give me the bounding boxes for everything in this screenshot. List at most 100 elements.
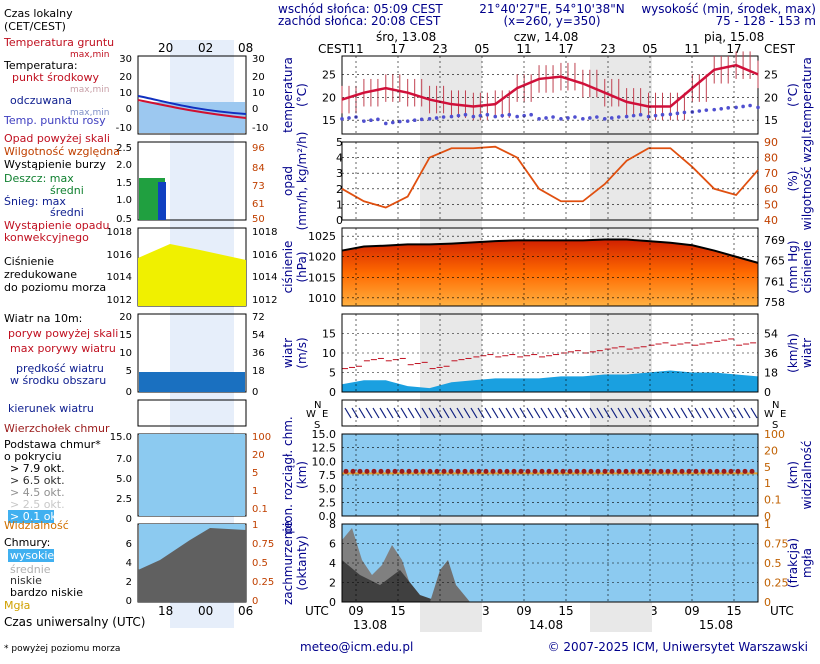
cloud-base-mark	[553, 468, 559, 474]
dew-point-mark	[347, 116, 351, 120]
dew-point-mark	[609, 116, 614, 120]
legend-felt: odczuwana	[10, 94, 72, 107]
legend-tick-right: 20	[252, 450, 265, 461]
humidity-tick: 40	[764, 214, 778, 227]
temp-tick-left: 15	[322, 114, 336, 127]
dew-point-mark	[581, 117, 585, 121]
dew-point-mark	[383, 121, 388, 126]
cest-label-left: CEST	[318, 42, 350, 56]
dew-point-mark	[456, 113, 461, 118]
legend-ground-maxmin: max,min	[70, 50, 109, 60]
coordinates-text: 21°40'27"E, 54°10'38"N	[479, 2, 624, 16]
wind-direction-panel	[341, 399, 759, 427]
dew-point-mark	[463, 112, 468, 117]
legend-local-time: Czas lokalny	[4, 7, 73, 20]
utc-day-13: 13.08	[353, 618, 387, 632]
cloud-base-mark	[567, 468, 573, 474]
visibility-tick: 0.1	[764, 494, 782, 507]
dew-point-mark	[756, 105, 760, 110]
dew-point-mark	[419, 117, 424, 122]
legend-tick-right: 1	[252, 520, 258, 531]
legend-wind-speed: prędkość wiatru	[16, 362, 104, 375]
cloud-base-mark	[714, 468, 720, 474]
panel-frame	[341, 227, 759, 307]
dew-point-mark	[427, 117, 432, 121]
dew-point-mark	[340, 117, 344, 121]
legend-tick-right: 1012	[252, 295, 277, 306]
pressure-area	[342, 239, 758, 306]
legend-utc-hour: 00	[198, 604, 213, 618]
cloud-base-mark	[364, 468, 370, 474]
legend-tick-right: 5	[252, 468, 258, 479]
precip-tick: 1	[336, 198, 343, 211]
sky-background	[342, 434, 758, 516]
cloud-base-mark	[343, 468, 349, 474]
legend-tick-left: 20	[119, 312, 132, 323]
legend-high-box	[8, 549, 54, 562]
coverage-tick: 8	[329, 518, 336, 531]
dew-point-mark	[441, 115, 446, 119]
wind-arrow	[393, 407, 401, 419]
humidity-tick: 80	[764, 152, 778, 165]
sunrise-text: wschód słońca: 05:09 CEST	[278, 2, 443, 16]
pressure-tick: 1010	[308, 292, 336, 305]
cloud-base-mark	[728, 468, 734, 474]
wind-arrow	[610, 407, 618, 419]
cloud-base-mark	[455, 468, 461, 474]
visibility-tick: 20	[764, 444, 778, 457]
dew-point-mark	[405, 119, 410, 123]
visibility-tick: 5	[764, 461, 771, 474]
legend-utc-hour: 06	[238, 604, 253, 618]
utc-hour-label: 09	[684, 604, 699, 618]
utc-day-14: 14.08	[529, 618, 563, 632]
wind-arrow	[645, 407, 653, 419]
cloud-base-mark	[637, 468, 643, 474]
utc-hour-label: 15	[558, 604, 573, 618]
panel-frame	[341, 523, 759, 603]
legend-tick-right: 0	[252, 387, 258, 398]
wind-arrow	[456, 407, 464, 419]
temp-axis-title-right: (°C)	[786, 83, 800, 107]
legend-cloud-base: Podstawa chmur*	[4, 438, 101, 451]
compass-e: E	[780, 409, 786, 420]
temp-axis-title-unit: (°C)	[295, 83, 309, 107]
wind-arrow	[715, 407, 723, 419]
cloud-base-mark	[735, 468, 741, 474]
dew-point-mark	[660, 112, 665, 117]
wind-arrow	[659, 407, 667, 419]
legend-tick-left: 15.0	[110, 432, 132, 443]
wind-arrow	[603, 407, 611, 419]
legend-pressure: Ciśnienie	[4, 255, 54, 268]
compass-s: S	[772, 420, 778, 431]
cloud-tick: 0.0	[319, 510, 337, 523]
legend-tick-left: 1.0	[116, 195, 132, 206]
wind-arrow	[512, 407, 520, 419]
precip-axis-title-unit: (mm/h, kg/m²/h)	[295, 132, 309, 231]
cloud-base-mark	[686, 468, 692, 474]
legend-storm: Wystąpienie burzy	[4, 158, 106, 171]
humidity-tick: 90	[764, 136, 778, 149]
cloud-base-mark	[630, 468, 636, 474]
utc-hour-label: 15	[390, 604, 405, 618]
legend-tick-left: 10	[119, 348, 132, 359]
legend-tick-right: 72	[252, 312, 265, 323]
wind-arrow	[344, 407, 352, 419]
legend-tick-left: 0	[126, 596, 132, 607]
legend-temp-maxmin: max,min	[70, 85, 109, 95]
legend-temperature: Temperatura:	[3, 59, 78, 72]
compass-w-left: W	[306, 409, 316, 420]
cloud-base-mark	[721, 468, 727, 474]
legend-conv: Wystąpienie opadu	[4, 219, 109, 232]
cloud-base-mark	[623, 468, 629, 474]
wind-arrow	[491, 407, 499, 419]
wind-arrow	[687, 407, 695, 419]
wind-arrow	[624, 407, 632, 419]
wind-arrow	[673, 407, 681, 419]
cloud-base-mark	[504, 468, 510, 474]
cloud-base-mark	[609, 468, 615, 474]
legend-mid-point: punkt środkowy	[12, 71, 100, 84]
compass-n: N	[772, 400, 779, 411]
temperature-line	[341, 63, 759, 108]
legend-tick-right: 0.75	[252, 539, 274, 550]
